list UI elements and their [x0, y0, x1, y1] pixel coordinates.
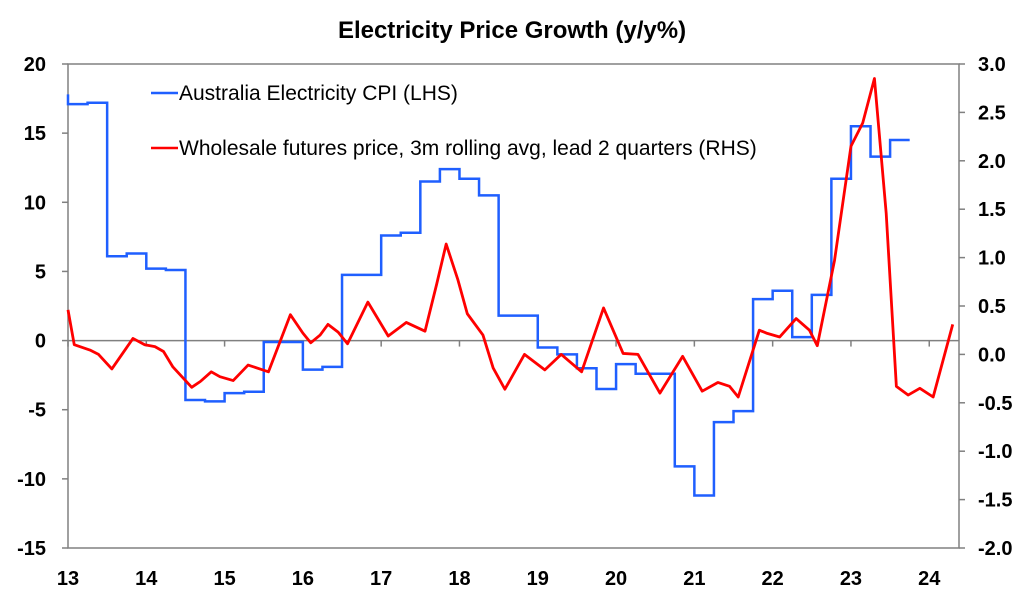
y-left-tick-label: 0: [35, 331, 46, 353]
y-left-tick-label: 20: [24, 54, 46, 76]
y-right-tick-label: 1.0: [978, 248, 1006, 270]
x-tick-label: 16: [292, 568, 314, 590]
x-tick-label: 22: [762, 568, 784, 590]
y-right-tick-label: 1.5: [978, 199, 1006, 221]
y-right-tick-label: 3.0: [978, 54, 1006, 76]
y-left-tick-label: -5: [28, 400, 46, 422]
y-right-tick-label: 0.0: [978, 344, 1006, 366]
x-tick-label: 24: [918, 568, 941, 590]
y-left-tick-label: -15: [17, 538, 46, 560]
y-right-tick-label: 0.5: [978, 296, 1006, 318]
y-left-tick-label: 5: [35, 261, 46, 283]
y-right-tick-label: 2.5: [978, 102, 1006, 124]
y-right-tick-label: -1.0: [978, 441, 1012, 463]
x-tick-label: 20: [605, 568, 627, 590]
x-tick-label: 15: [213, 568, 235, 590]
y-right-tick-label: -0.5: [978, 393, 1012, 415]
y-right-tick-label: -1.5: [978, 490, 1012, 512]
legend-label-cpi: Australia Electricity CPI (LHS): [179, 82, 458, 105]
y-right-tick-label: -2.0: [978, 538, 1012, 560]
x-tick-label: 18: [448, 568, 470, 590]
y-left-tick-label: 15: [24, 123, 46, 145]
x-tick-label: 23: [840, 568, 862, 590]
x-tick-label: 13: [57, 568, 79, 590]
y-left-tick-label: 10: [24, 192, 46, 214]
x-tick-label: 19: [527, 568, 549, 590]
y-right-tick-label: 2.0: [978, 151, 1006, 173]
y-left-tick-label: -10: [17, 469, 46, 491]
x-tick-label: 14: [135, 568, 158, 590]
series-line-cpi: [66, 94, 910, 497]
legend-label-wholesale: Wholesale futures price, 3m rolling avg,…: [179, 137, 757, 160]
chart-title: Electricity Price Growth (y/y%): [338, 17, 686, 44]
x-tick-label: 21: [683, 568, 705, 590]
series-line-wholesale: [66, 77, 955, 399]
legend: Australia Electricity CPI (LHS) Wholesal…: [151, 82, 757, 160]
x-tick-label: 17: [370, 568, 392, 590]
